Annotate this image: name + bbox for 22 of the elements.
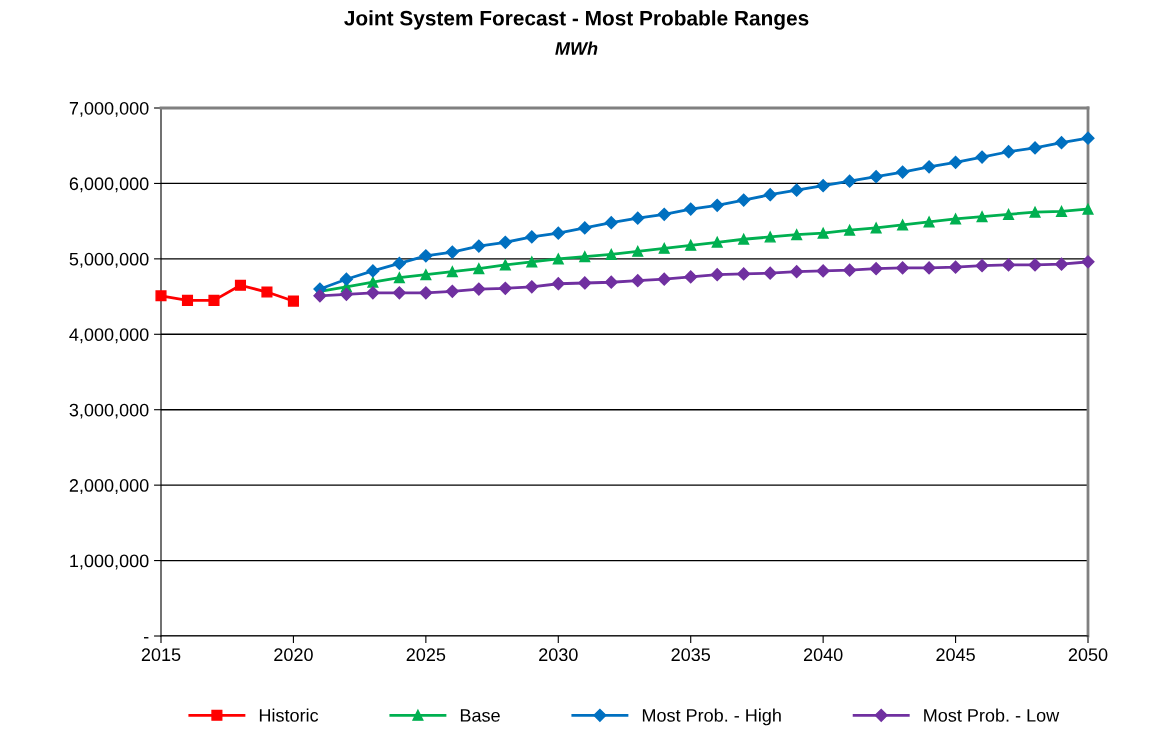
x-tick-label: 2025 bbox=[406, 648, 446, 662]
y-tick-label: 4,000,000 bbox=[69, 328, 149, 344]
y-tick-label: 5,000,000 bbox=[69, 252, 149, 268]
y-tick-label: 1,000,000 bbox=[70, 554, 149, 570]
legend-label: Historic bbox=[259, 708, 319, 722]
x-tick-label: 2040 bbox=[803, 648, 843, 662]
x-tick-label: 2050 bbox=[1068, 648, 1108, 662]
chart-subtitle: MWh bbox=[555, 41, 598, 55]
y-tick-label: 3,000,000 bbox=[69, 403, 149, 419]
x-tick-label: 2035 bbox=[671, 648, 711, 662]
y-tick-label: 6,000,000 bbox=[69, 177, 149, 193]
x-tick-label: 2020 bbox=[274, 648, 313, 662]
y-tick-label: 7,000,000 bbox=[69, 101, 149, 117]
legend-label: Base bbox=[460, 709, 500, 722]
x-tick-label: 2015 bbox=[141, 648, 181, 662]
x-tick-label: 2045 bbox=[936, 648, 975, 662]
y-tick-label: - bbox=[143, 637, 149, 639]
legend-label: Most Prob. - Low bbox=[924, 708, 1060, 722]
x-tick-label: 2030 bbox=[539, 648, 578, 662]
chart-title: Joint System Forecast - Most Probable Ranges bbox=[344, 10, 809, 30]
legend-label: Most Prob. - High bbox=[642, 708, 781, 726]
y-tick-label: 2,000,000 bbox=[69, 479, 149, 494]
